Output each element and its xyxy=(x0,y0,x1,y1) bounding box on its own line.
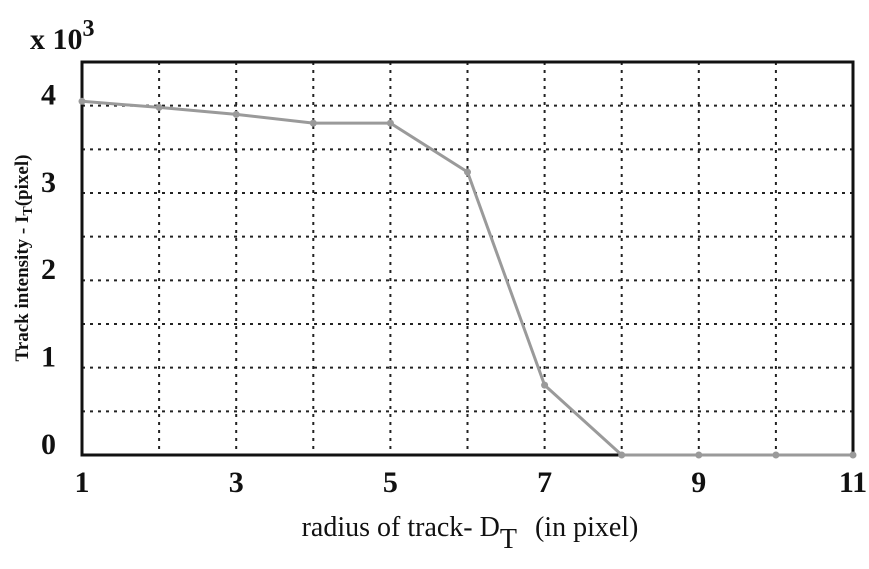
multiplier-exp: 3 xyxy=(83,16,95,42)
x-tick-label: 9 xyxy=(691,466,706,499)
y-tick-label: 2 xyxy=(41,253,56,286)
data-point xyxy=(155,103,163,111)
y-axis-label: Track intensity - IT(pixel) xyxy=(12,155,36,362)
data-point xyxy=(309,119,317,127)
data-point xyxy=(386,119,394,127)
data-point xyxy=(772,451,780,459)
x-tick-label: 11 xyxy=(839,466,867,499)
y-label-sub: T xyxy=(21,206,36,216)
data-point xyxy=(232,110,240,118)
data-point xyxy=(541,381,549,389)
multiplier: x 103 xyxy=(30,16,95,56)
data-point xyxy=(849,451,857,459)
y-tick-label: 1 xyxy=(41,341,56,374)
plot-frame xyxy=(80,60,855,457)
x-tick-label: 3 xyxy=(229,466,244,499)
x-label-main: radius of track- D xyxy=(302,512,500,543)
x-tick-label: 5 xyxy=(383,466,398,499)
y-label-main: Track intensity - I xyxy=(12,216,33,362)
y-tick-label: 3 xyxy=(41,166,56,199)
multiplier-base: x 10 xyxy=(30,23,83,56)
data-point xyxy=(618,451,626,459)
data-point xyxy=(78,97,86,105)
y-tick-label: 4 xyxy=(41,79,56,112)
x-label-sub: T xyxy=(500,524,517,555)
x-label-end: (in pixel) xyxy=(535,512,638,543)
data-point xyxy=(695,451,703,459)
y-tick-label: 0 xyxy=(41,428,56,461)
x-tick-label: 1 xyxy=(75,466,90,499)
y-label-end: (pixel) xyxy=(12,155,33,207)
x-axis-label: radius of track- DT (in pixel) xyxy=(302,512,639,555)
data-point xyxy=(464,168,471,176)
x-tick-label: 7 xyxy=(537,466,552,499)
